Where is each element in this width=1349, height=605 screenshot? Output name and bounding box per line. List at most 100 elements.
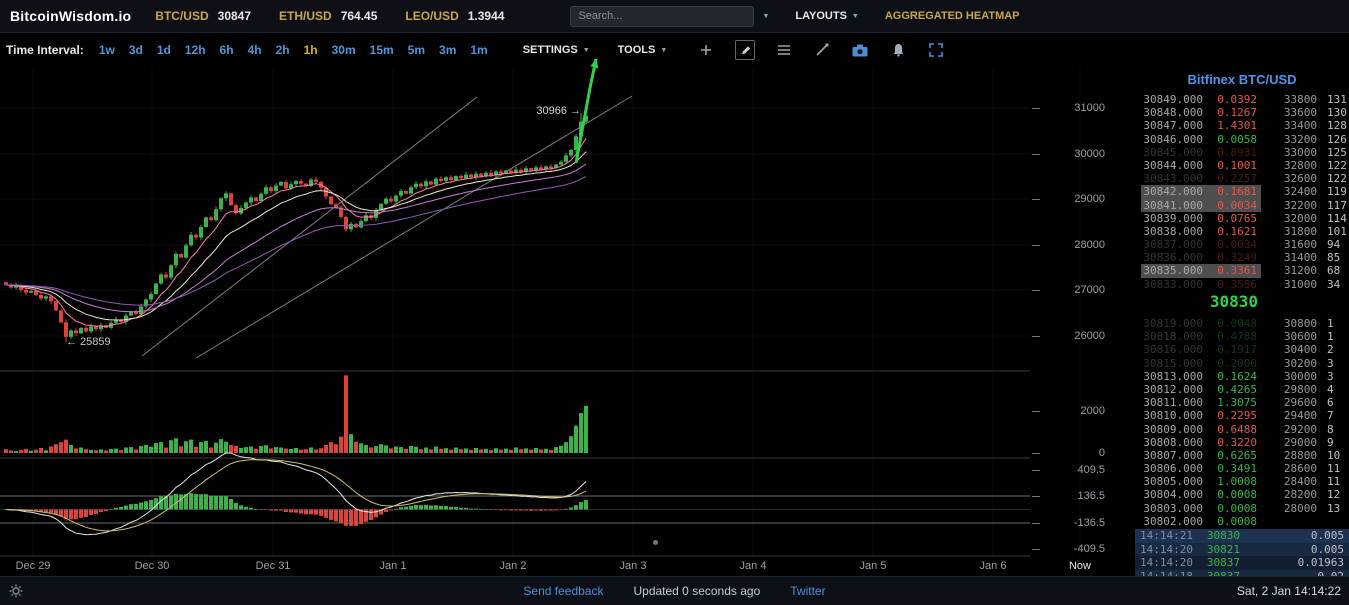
twitter-link[interactable]: Twitter: [790, 584, 826, 598]
ask-depth-row: 32400 119: [1283, 185, 1347, 199]
ask-row: 30844.000 0.1001: [1143, 158, 1257, 172]
bid-row: 30813.000 0.1624: [1143, 369, 1257, 383]
interval-6h[interactable]: 6h: [219, 43, 234, 57]
bid-row: 30815.000 0.2000: [1143, 356, 1257, 370]
ask-row: 30836.000 0.3249: [1143, 251, 1257, 265]
settings-button[interactable]: SETTINGS: [523, 44, 590, 56]
ask-depth-row: 32000 114: [1283, 211, 1347, 225]
bid-depth-row: 29600 6: [1283, 396, 1334, 410]
status-bar: Send feedback Updated 0 seconds ago Twit…: [0, 576, 1349, 605]
svg-text:← 25859: ← 25859: [66, 336, 111, 348]
ask-depth-row: 31400 85: [1283, 251, 1341, 265]
ask-row: 30845.000 0.8931: [1143, 145, 1257, 159]
x-axis-label: Dec 30: [134, 560, 170, 572]
footer-links: Send feedback Updated 0 seconds ago Twit…: [523, 577, 825, 605]
bid-row: 30809.000 0.6488: [1143, 422, 1257, 436]
search-wrap: [570, 5, 769, 27]
bid-depth-row: 29000 9: [1283, 435, 1334, 449]
chart-area: 30966 → ← 25859 31000 30000 29000 28000 27000…: [0, 58, 1135, 577]
axis-tick-dash: [1032, 549, 1040, 550]
gear-icon[interactable]: [9, 584, 23, 603]
ask-row: 30848.000 0.1267: [1143, 106, 1257, 120]
axis-tick-dash: [1032, 336, 1040, 337]
orderbook-panel: Bitfinex BTC/USD 30849.000 0.0392 30848.00…: [1135, 67, 1349, 577]
ask-row: 30847.000 1.4301: [1143, 119, 1257, 133]
ask-row: 30839.000 0.0765: [1143, 211, 1257, 225]
ask-depth-row: 33600 130: [1283, 106, 1347, 120]
search-dropdown-caret-icon[interactable]: [762, 13, 769, 20]
x-axis-label: Jan 1: [379, 560, 407, 572]
bell-icon[interactable]: [889, 41, 907, 59]
bid-row: 30811.000 1.3075: [1143, 396, 1257, 410]
bid-depth-row: 30200 3: [1283, 356, 1334, 370]
toolbar-icon-cluster: [697, 40, 945, 60]
bid-depth-row: 30000 3: [1283, 369, 1334, 383]
trendline-tool-icon[interactable]: [813, 41, 831, 59]
ask-row: 30841.000 0.0034: [1141, 198, 1261, 212]
svg-text:30966 →: 30966 →: [536, 105, 581, 117]
aggregated-heatmap-link[interactable]: AGGREGATED HEATMAP: [884, 10, 1020, 22]
x-axis-label: Jan 6: [979, 560, 1007, 572]
axis-tick-dash: [1032, 245, 1040, 246]
interval-3m[interactable]: 3m: [439, 43, 457, 57]
bid-row: 30810.000 0.2295: [1143, 409, 1257, 423]
ticker-btc-usd[interactable]: BTC/USD 30847: [155, 9, 252, 23]
interval-15m[interactable]: 15m: [369, 43, 394, 57]
ask-row: 30846.000 0.0058: [1143, 132, 1257, 146]
ask-depth-row: 31800 101: [1283, 224, 1347, 238]
bid-row: 30819.000 0.0048: [1143, 317, 1257, 330]
axis-tick-dash: [1032, 453, 1040, 454]
ask-depth-row: 32800 122: [1283, 158, 1347, 172]
bid-row: 30803.000 0.0008: [1143, 501, 1257, 515]
trade-history: 14:14:21 30830 0.005 14:14:20 30821 0.005 14:1…: [1135, 529, 1349, 577]
interval-1d[interactable]: 1d: [156, 43, 171, 57]
plus-icon[interactable]: [697, 41, 715, 59]
bid-row: 30816.000 0.1917: [1143, 343, 1257, 357]
trade-row: 14:14:20 30821 0.005: [1135, 542, 1349, 557]
search-input[interactable]: [570, 5, 755, 27]
updated-status: Updated 0 seconds ago: [633, 584, 761, 598]
bid-row: 30804.000 0.0008: [1143, 488, 1257, 502]
ask-depth-row: 33200 126: [1283, 132, 1347, 146]
top-bar: BitcoinWisdom.io BTC/USD 30847 ETH/USD 764.…: [0, 0, 1349, 33]
axis-tick-dash: [1032, 496, 1040, 497]
ask-depth-row: 31600 94: [1283, 238, 1341, 252]
camera-icon[interactable]: [851, 41, 869, 59]
interval-4h[interactable]: 4h: [247, 43, 262, 57]
fullscreen-icon[interactable]: [927, 41, 945, 59]
bid-depth-row: 29800 4: [1283, 382, 1334, 396]
interval-1h[interactable]: 1h: [303, 43, 318, 57]
interval-3d[interactable]: 3d: [128, 43, 143, 57]
bid-depth-row: 28200 12: [1283, 488, 1341, 502]
bid-depth-row: 30600 1: [1283, 330, 1334, 344]
ticker-leo-usd[interactable]: LEO/USD 1.3944: [405, 9, 505, 23]
interval-30m[interactable]: 30m: [331, 43, 356, 57]
interval-12h[interactable]: 12h: [184, 43, 206, 57]
bid-row: 30818.000 0.4788: [1143, 330, 1257, 344]
ticker-eth-usd[interactable]: ETH/USD 764.45: [279, 9, 378, 23]
brand-logo[interactable]: BitcoinWisdom.io: [10, 8, 132, 24]
bid-row: 30802.000 0.0008: [1143, 514, 1257, 528]
depth-asks-list: 33800 131 33600 130 33400 128 33200 126 33000 125…: [1273, 93, 1349, 291]
scrollbar-dot[interactable]: [653, 540, 658, 545]
interval-1w[interactable]: 1w: [98, 43, 115, 57]
tools-button[interactable]: TOOLS: [618, 44, 668, 56]
pencil-box-icon[interactable]: [735, 40, 756, 60]
ask-depth-row: 32200 117: [1283, 198, 1347, 212]
layouts-button[interactable]: LAYOUTS: [795, 10, 858, 22]
asks-list: 30849.000 0.0392 30848.000 0.1267 30847.000 1…: [1141, 93, 1261, 291]
bid-row: 30808.000 0.3220: [1143, 435, 1257, 449]
bid-row: 30805.000 1.0008: [1143, 475, 1257, 489]
interval-2h[interactable]: 2h: [275, 43, 290, 57]
bid-row: 30807.000 0.6265: [1143, 448, 1257, 462]
price-chart[interactable]: 30966 → ← 25859: [0, 58, 1081, 557]
x-axis-label: Jan 2: [499, 560, 527, 572]
clock-datetime: Sat, 2 Jan 14:14:22: [1236, 584, 1341, 598]
bid-depth-row: 30800 1: [1283, 317, 1334, 330]
interval-1m[interactable]: 1m: [470, 43, 488, 57]
interval-5m[interactable]: 5m: [407, 43, 426, 57]
bid-depth-row: 28600 11: [1283, 462, 1341, 476]
indicators-list-icon[interactable]: [775, 41, 793, 59]
send-feedback-link[interactable]: Send feedback: [523, 584, 604, 598]
